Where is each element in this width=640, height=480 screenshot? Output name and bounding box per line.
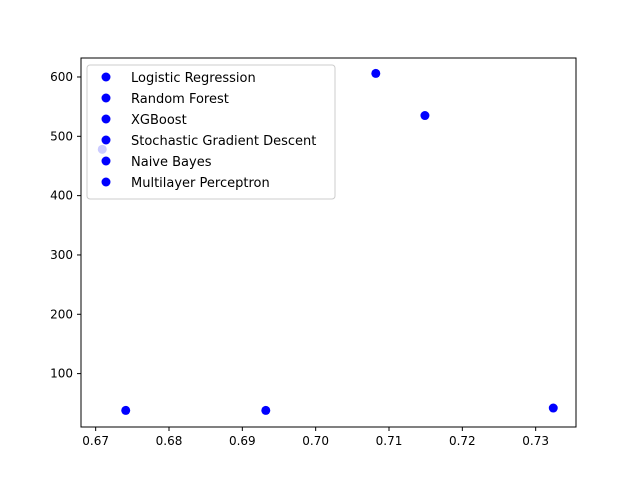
y-tick-label: 200 <box>50 307 73 321</box>
legend-marker <box>101 156 111 166</box>
legend-marker <box>101 93 111 103</box>
x-tick-label: 0.67 <box>82 434 109 448</box>
x-tick-label: 0.69 <box>229 434 256 448</box>
legend-marker <box>101 114 111 124</box>
data-points <box>97 68 558 415</box>
legend-label: Stochastic Gradient Descent <box>131 134 316 149</box>
legend-marker <box>101 177 111 187</box>
x-tick-label: 0.68 <box>156 434 183 448</box>
data-point <box>548 403 558 413</box>
y-tick-label: 300 <box>50 248 73 262</box>
y-tick-label: 100 <box>50 367 73 381</box>
x-tick-label: 0.72 <box>449 434 476 448</box>
legend: Logistic Regression Random Forest XGBoost S… <box>86 64 336 200</box>
axes: 0.67 0.68 0.69 0.70 0.71 0.72 0.73 100 200 300 400… <box>50 57 577 448</box>
plot-frame <box>80 57 577 428</box>
legend-label: Random Forest <box>131 92 229 107</box>
x-tick-label: 0.73 <box>522 434 549 448</box>
legend-marker <box>101 72 111 82</box>
data-point <box>261 405 271 415</box>
y-tick-label: 400 <box>50 189 73 203</box>
x-tick-label: 0.71 <box>376 434 403 448</box>
y-tick-label: 500 <box>50 129 73 143</box>
y-tick-label: 600 <box>50 70 73 84</box>
legend-label: Naive Bayes <box>131 155 212 170</box>
data-point <box>121 405 131 415</box>
data-point <box>371 68 381 78</box>
legend-label: Logistic Regression <box>131 71 256 86</box>
legend-label: Multilayer Perceptron <box>131 176 270 191</box>
legend-box <box>86 64 336 200</box>
legend-label: XGBoost <box>131 113 187 128</box>
legend-marker <box>101 135 111 145</box>
data-point <box>420 111 430 121</box>
x-tick-label: 0.70 <box>302 434 329 448</box>
